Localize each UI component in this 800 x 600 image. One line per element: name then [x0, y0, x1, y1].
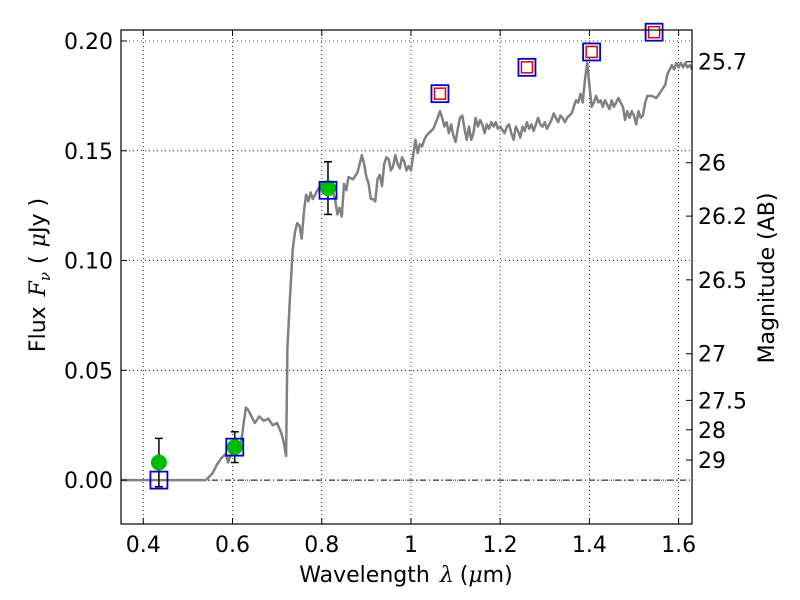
plot-frame [120, 29, 693, 525]
y-axis-label-unit-rest: Jy ) [26, 198, 51, 235]
x-axis-label-unit-mu: μ [468, 563, 482, 588]
x-tick-label: 1.6 [661, 533, 696, 558]
magnitude-tick-label: 28 [698, 419, 726, 444]
spectrum-layer [121, 61, 694, 482]
plot-area [121, 30, 692, 524]
magnitude-tick-label: 26.2 [698, 205, 747, 230]
model-flux-square [149, 470, 169, 490]
x-tick-label: 0.4 [126, 533, 161, 558]
model-flux-square-inner [520, 61, 534, 74]
y-tick-label: 0.15 [64, 140, 113, 165]
y-axis-label-subscript: ν [36, 272, 54, 281]
observed-flux-point [319, 180, 336, 197]
model-flux-square-outer [582, 42, 602, 62]
observed-flux-point [226, 439, 243, 456]
x-tick-label: 1.2 [483, 533, 518, 558]
model-flux-square-inner [647, 25, 661, 39]
x-axis-label: Wavelength λ (μm) [299, 563, 512, 588]
magnitude-tick-label: 27.5 [698, 389, 747, 414]
y-axis-label-unit-mu: μ [26, 233, 51, 247]
y-tick-label: 0.00 [64, 469, 113, 494]
x-tick-label: 0.6 [215, 533, 250, 558]
model-flux-square-outer [430, 84, 450, 104]
x-tick-label: 1 [404, 533, 418, 558]
magnitude-tick-label: 26.5 [698, 269, 747, 294]
x-tick-label: 0.8 [304, 533, 339, 558]
spectrum-line [121, 61, 694, 482]
x-tick-label: 1.4 [572, 533, 607, 558]
magnitude-tick-label: 26 [698, 152, 726, 177]
observed-flux-point [150, 454, 167, 471]
model-flux-square [318, 180, 338, 200]
y-axis-label-unit-open: ( [26, 255, 51, 264]
x-axis-label-unit-rest: m) [483, 563, 513, 588]
magnitude-tick-label: 25.7 [698, 51, 747, 76]
y-tick-label: 0.20 [64, 30, 113, 55]
y-tick-label: 0.10 [64, 250, 113, 275]
tick-layer: 0.4 0.6 0.8 1 1.2 1.4 1.6 0.00 0.05 0.10 0.15 0.20 2… [64, 30, 747, 558]
magnitude-tick-label: 27 [698, 343, 726, 368]
model-flux-square-inner [433, 87, 447, 100]
y-axis-label-symbol: F [26, 280, 51, 297]
model-flux-square [225, 437, 245, 457]
x-axis-label-unit-open: ( [460, 563, 469, 588]
marker-layer [149, 22, 664, 490]
x-axis-label-symbol: λ [439, 563, 454, 588]
model-flux-square-outer [517, 57, 537, 77]
x-axis-label-text: Wavelength [299, 563, 430, 588]
magnitude-tick-label: 29 [698, 449, 726, 474]
model-flux-square-inner [585, 45, 598, 59]
y-axis-label-prefix: Flux [26, 306, 51, 352]
magnitude-axis-label: Magnitude (AB) [755, 193, 780, 364]
model-flux-square-outer [644, 22, 664, 42]
y-tick-label: 0.05 [64, 359, 113, 384]
y-axis-label: Flux Fν ( μJy ) [26, 198, 54, 352]
